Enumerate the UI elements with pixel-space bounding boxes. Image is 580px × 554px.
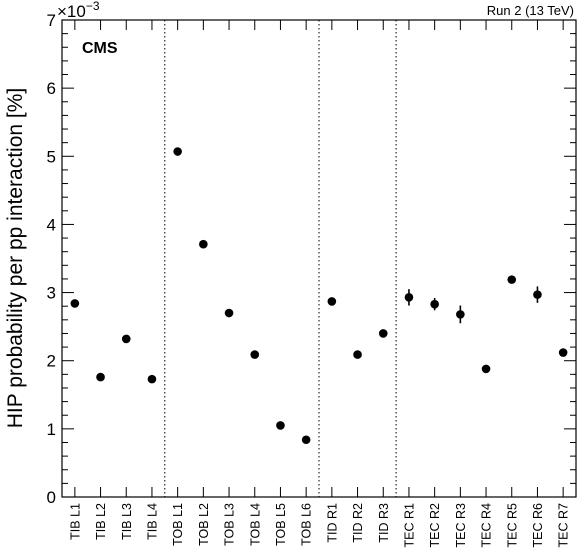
point-marker [250,350,260,359]
y-tick-label: 0 [47,488,56,507]
point-marker [353,350,362,359]
point-marker [121,334,131,344]
x-tick-label: TIB L4 [145,503,159,540]
point-marker [378,329,388,338]
x-tick-label: TOB L5 [274,503,288,546]
x-tick-label: TOB L2 [197,503,211,546]
x-tick-label: TID R1 [325,503,339,543]
x-tick-label: TEC R3 [454,503,468,548]
point-marker [533,290,542,299]
point-marker [224,308,234,318]
point-marker [199,239,208,249]
y-tick-label: 2 [47,352,56,371]
y-axis-label: HIP probability per pp interaction [%] [4,88,27,428]
data-point [147,374,157,384]
point-marker [430,299,439,309]
point-marker [70,299,80,308]
point-marker [507,275,517,284]
data-point [481,364,491,374]
x-tick-label: TEC R7 [557,503,571,548]
data-points [70,147,568,445]
point-marker [173,147,182,156]
data-point [353,350,362,359]
data-point [404,289,414,306]
point-marker [558,348,568,357]
y-tick-label: 7 [47,11,56,30]
y-axis-multiplier-exponent: −3 [86,0,100,13]
x-tick-label: TOB L6 [300,503,314,546]
cms-label: CMS [82,40,118,57]
y-tick-label: 6 [47,79,56,98]
point-marker [301,435,311,445]
data-point [121,334,131,344]
data-point [173,147,182,156]
x-tick-label: TIB L2 [94,503,108,540]
point-marker [481,364,491,374]
y-tick-label: 1 [47,420,56,439]
x-tick-label: TOB L3 [223,503,237,546]
run-label: Run 2 (13 TeV) [487,3,574,18]
x-tick-label: TEC R6 [531,503,545,548]
y-tick-label: 4 [47,215,56,234]
x-tick-label: TEC R5 [505,503,519,548]
y-tick-label: 3 [47,284,56,303]
data-point [301,435,311,445]
x-tick-label: TIB L3 [120,503,134,540]
point-marker [404,293,414,302]
x-tick-label: TEC R4 [480,503,494,548]
point-marker [276,421,285,430]
y-axis-multiplier: ×10−3 [57,0,100,21]
data-point [224,308,234,318]
data-point [96,372,105,382]
x-tick-label: TEC R2 [428,503,442,548]
x-tick-label: TOB L4 [248,503,262,546]
data-point [430,298,439,311]
data-point [327,297,337,306]
x-axis: TIB L1 TIB L2 TIB L3 TIB L4 TOB L1 TOB L2 TOB … [68,20,571,548]
point-marker [456,310,465,319]
data-point [199,239,208,249]
x-tick-label: TOB L1 [171,503,185,546]
y-tick-label: 5 [47,147,56,166]
data-point [378,329,388,338]
point-marker [327,297,337,306]
y-axis: 0 1 2 3 4 5 6 7 [47,11,576,507]
data-point [276,421,285,430]
data-point [456,305,465,324]
x-tick-label: TIB L1 [68,503,82,540]
x-tick-label: TEC R1 [402,503,416,548]
x-tick-label: TID R3 [377,503,391,543]
y-axis-multiplier-base: ×10 [57,2,86,21]
data-point [70,299,80,308]
point-marker [96,372,105,382]
x-tick-label: TID R2 [351,503,365,543]
data-point [507,275,517,284]
data-point [558,348,568,357]
data-point [250,350,260,359]
point-marker [147,374,157,384]
data-point [533,286,542,303]
